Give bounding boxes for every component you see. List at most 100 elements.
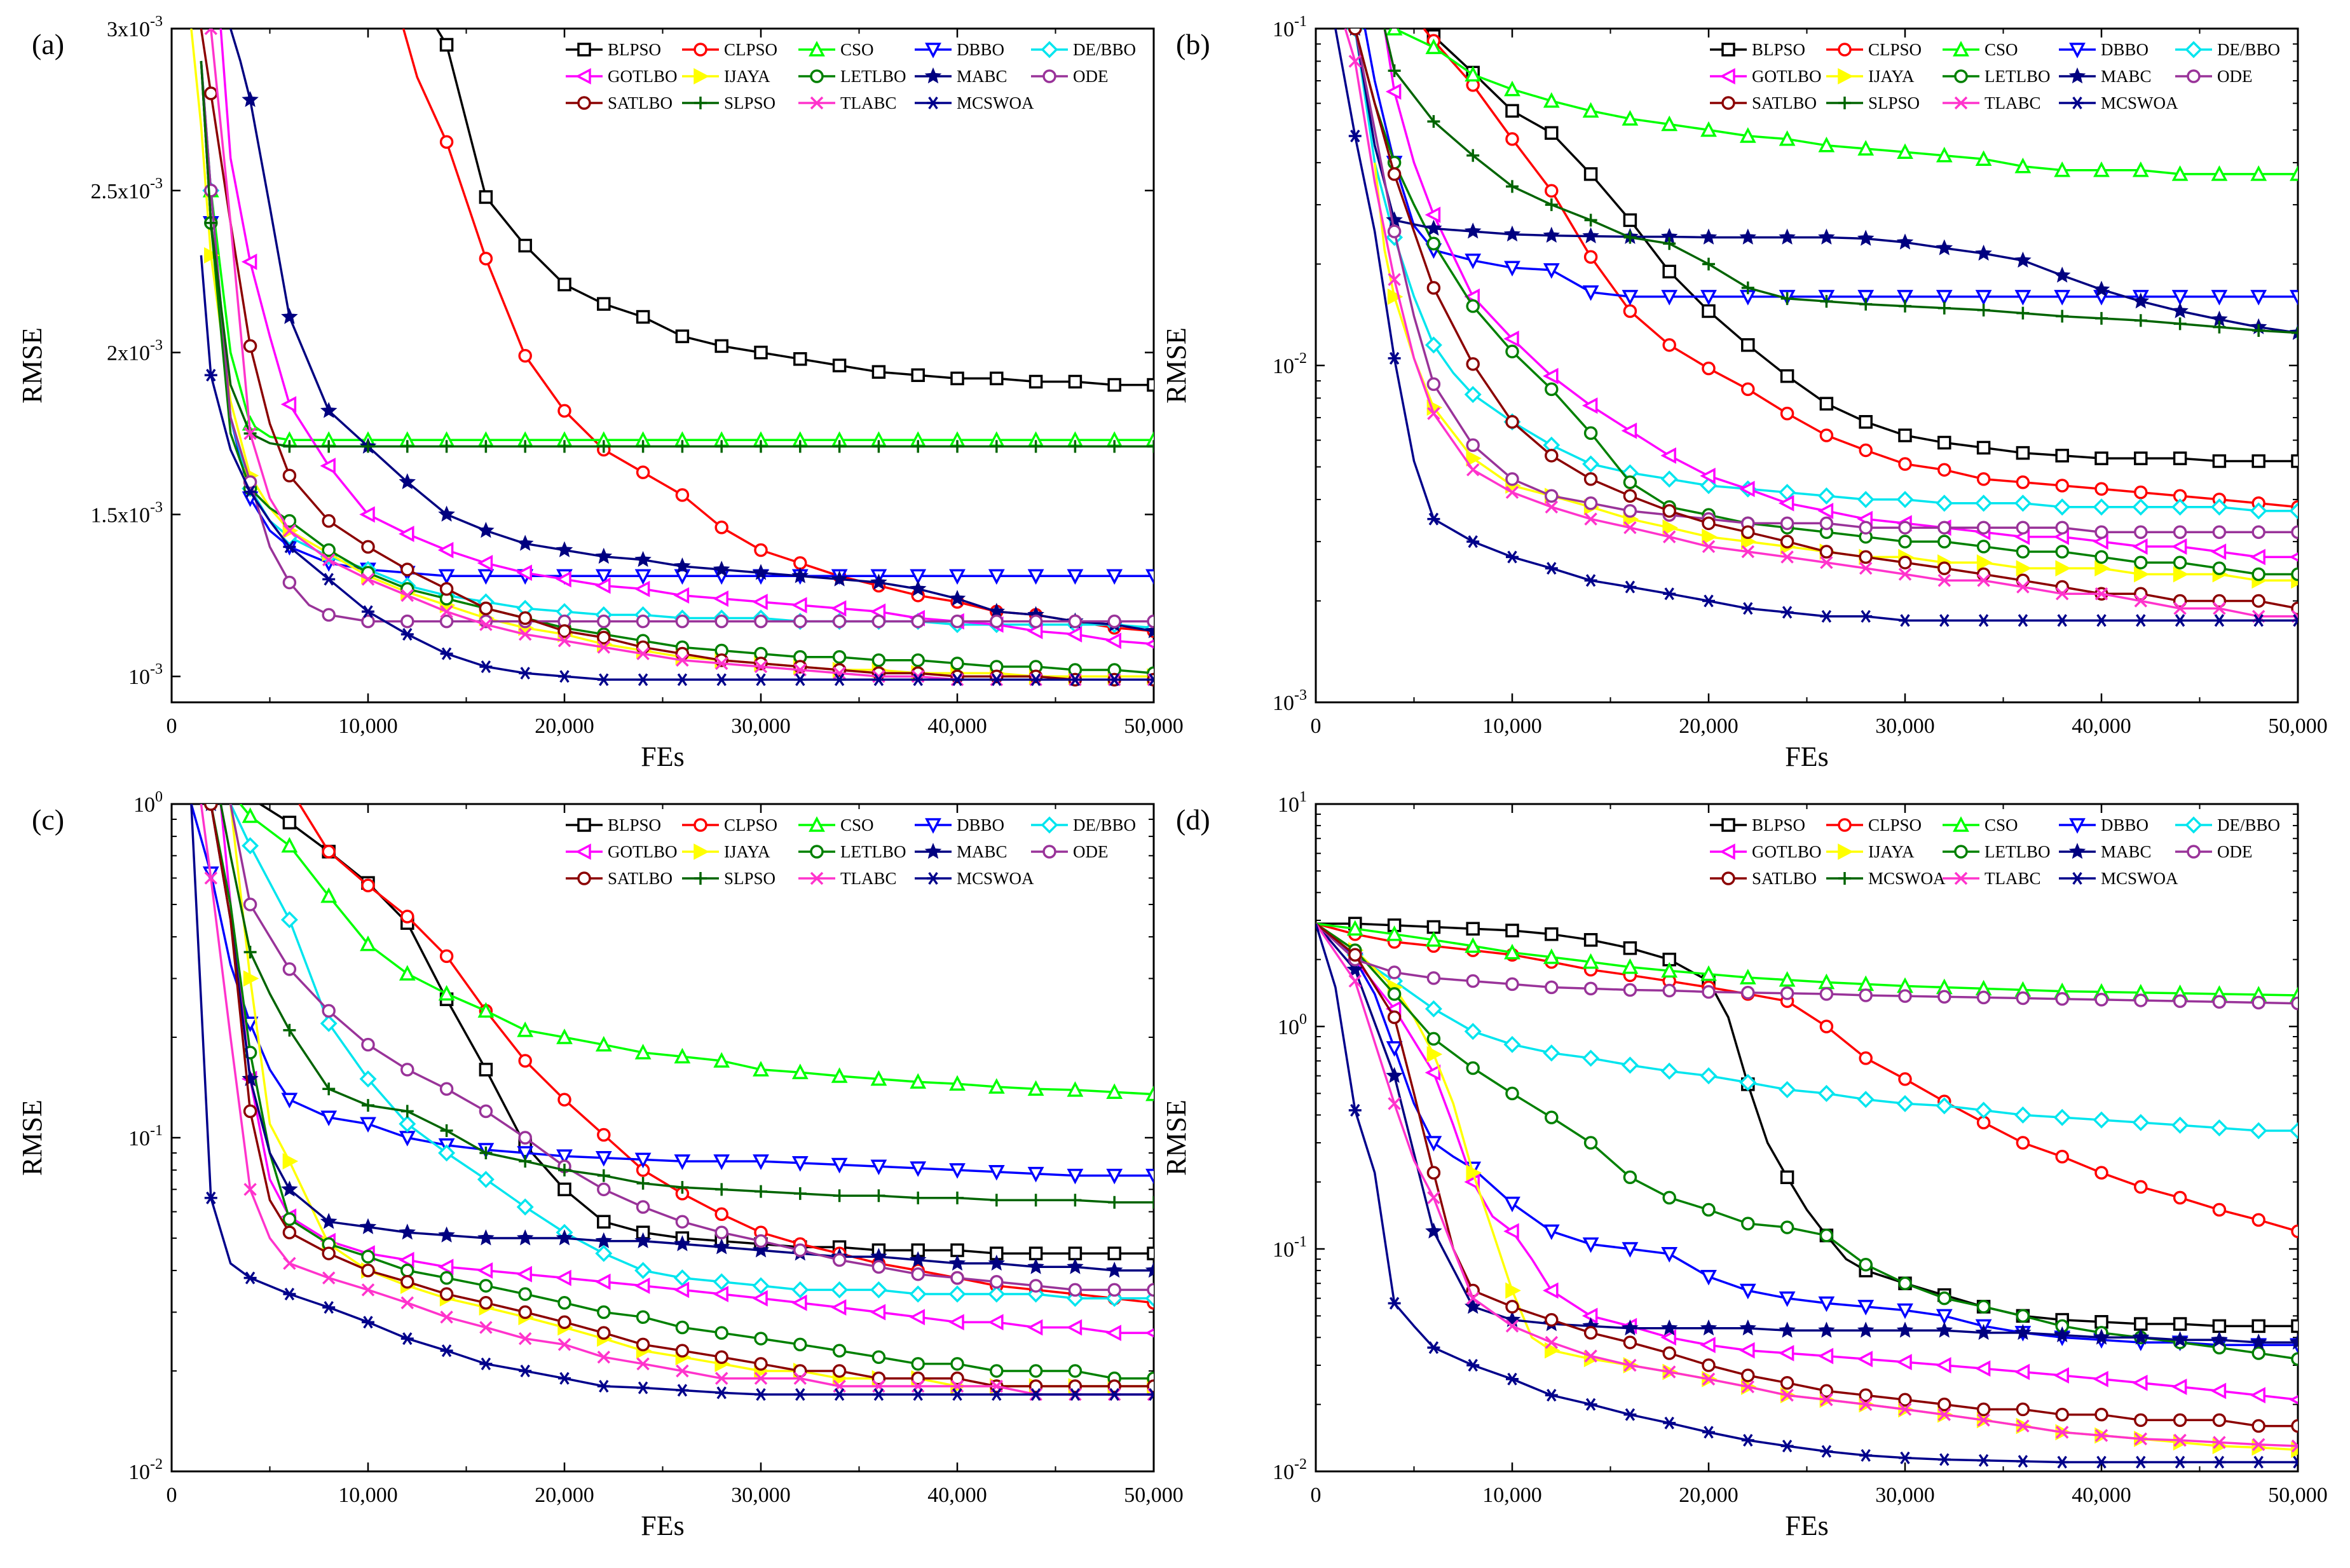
panel-d-legend-entry-ijaya: IJAYA xyxy=(1826,842,1915,861)
panel-b-series-mabc-8-point xyxy=(1582,227,1599,243)
panel-c-series-dbbo-3-point xyxy=(320,1110,338,1126)
panel-d-legend-entry-mcswoa: MCSWOA xyxy=(1826,869,1946,888)
panel-b-series-mcswoa-13-point xyxy=(2292,614,2298,627)
panel-c-series-de-bbo-4-point xyxy=(595,1244,613,1262)
panel-c-legend-entry-ijaya: IJAYA xyxy=(682,842,770,861)
panel-d-series-mabc-8-point xyxy=(2014,1323,2032,1340)
panel-c-series-clpso-1-point xyxy=(400,910,414,924)
panel-b-legend-entry-tlabc: TLABC xyxy=(1943,93,2041,112)
panel-c-series-letlbo-7-point xyxy=(557,1296,571,1310)
panel-c-series-slpso-11-point xyxy=(440,1124,453,1137)
panel-b-series-mcswoa-13-point xyxy=(1466,535,1480,549)
panel-c-series-gotlbo-5-point xyxy=(556,1269,571,1286)
panel-d-legend-marker xyxy=(1721,871,1735,885)
panel-a-series-satlbo-10-point xyxy=(479,601,493,615)
panel-b-series-slpso-11-point xyxy=(2016,306,2030,320)
panel-a-legend-label: SLPSO xyxy=(724,93,775,112)
panel-b-series-satlbo-10-point xyxy=(1937,561,1951,575)
panel-a-series-gotlbo-5-point xyxy=(556,571,571,588)
panel-d-series-mcswoa-13-point xyxy=(1741,1434,1754,1447)
panel-c-series-tlabc-12-point xyxy=(204,871,218,885)
panel-c-series-satlbo-10-point xyxy=(557,1315,571,1329)
panel-c-legend-entry-blpso: BLPSO xyxy=(566,815,661,835)
panel-d-series-de-bbo-4-point xyxy=(1660,1062,1678,1080)
panel-d-series-cso-2-point xyxy=(1504,943,1520,960)
panel-d-series-satlbo-10-point xyxy=(2016,1402,2030,1417)
panel-d-x-axis-title: FEs xyxy=(1785,1510,1828,1541)
panel-a-legend-marker xyxy=(694,97,707,109)
panel-d-series-blpso-0-point xyxy=(1545,927,1559,941)
panel-b-series-slpso-11-point xyxy=(1820,295,1833,308)
panel-b-x-tick-label: 30,000 xyxy=(1875,714,1935,738)
panel-c-legend-entry-clpso: CLPSO xyxy=(682,815,777,835)
panel-d-x-tick-label: 50,000 xyxy=(2268,1483,2328,1507)
panel-a-series-tlabc-12-point xyxy=(361,573,375,586)
panel-c-series-satlbo-10-point xyxy=(282,1225,297,1239)
panel-b-series-gotlbo-5-point xyxy=(2210,543,2227,560)
panel-b-series-letlbo-7-point xyxy=(2016,545,2030,559)
panel-c-series-ode-9-point xyxy=(1107,1283,1121,1297)
panel-d-series-dbbo-3-point xyxy=(1543,1224,1560,1241)
panel-b-series-dbbo-3-point xyxy=(2250,290,2267,306)
panel-a-y-tick-base: 2.5x10 xyxy=(91,180,151,203)
panel-c-series-letlbo-7-point xyxy=(911,1357,925,1371)
panel-b-series-cso-2-point xyxy=(1582,102,1599,118)
panel-c-series-cso-2-point xyxy=(713,1052,730,1068)
panel-b-series-blpso-0-point xyxy=(1898,428,1912,442)
panel-d-series-mcswoa-13-point xyxy=(1506,1372,1519,1386)
panel-a-series-blpso-0-point xyxy=(636,310,650,324)
panel-a-x-axis-title: FEs xyxy=(641,741,684,772)
panel-b-series-dbbo-3-point xyxy=(1897,290,1913,306)
panel-a-series-ode-9-point xyxy=(832,614,847,629)
panel-b-series-cso-2-point xyxy=(2132,161,2149,177)
panel-a-series-ode-9-point xyxy=(282,575,297,590)
panel-c-legend-label: LETLBO xyxy=(840,842,906,861)
panel-b-series-mabc-8-point xyxy=(1936,239,1953,256)
panel-d-series-tlabc-12-point xyxy=(2173,1433,2187,1447)
panel-b-series-mabc-8-point xyxy=(1779,228,1796,245)
panel-a-series-blpso-0-point xyxy=(439,37,454,52)
panel-d-series-de-bbo-4-point xyxy=(1464,1023,1482,1040)
panel-b-series-slpso-11-point xyxy=(1977,303,1990,317)
panel-a-y-tick-label: 1.5x10-3 xyxy=(91,499,163,527)
panel-d-series-dbbo-3-point xyxy=(1779,1291,1796,1307)
panel-b-series-slpso-11-point xyxy=(1545,198,1558,212)
panel-a-series-letlbo-7-point xyxy=(832,650,847,664)
panel-d-series-gotlbo-5-point xyxy=(1660,1329,1676,1346)
panel-c-series-mcswoa-13-point xyxy=(597,1379,610,1393)
panel-b-legend-label: MABC xyxy=(2101,67,2152,86)
panel-b-series-mcswoa-13-line xyxy=(1334,29,2298,622)
panel-c-series-slpso-11-point xyxy=(362,1099,374,1112)
panel-c-series-dbbo-3-point xyxy=(1067,1168,1084,1185)
panel-a-series-blpso-0-point xyxy=(1147,378,1154,392)
panel-b-series-de-bbo-4-point xyxy=(1464,386,1482,404)
panel-b-series-ode-9-point xyxy=(2094,525,2108,540)
panel-d-series-mabc-8-point xyxy=(1975,1323,1992,1340)
panel-a-series-slpso-11-line xyxy=(200,60,1154,448)
panel-a-legend-marker xyxy=(1041,41,1058,58)
panel-b-series-tlabc-12-line xyxy=(1344,29,2298,618)
panel-b-series-ode-9-point xyxy=(1859,521,1873,535)
panel-a-series-gotlbo-5-point xyxy=(280,396,297,413)
panel-c-series-cso-2-point xyxy=(438,985,455,1001)
panel-b-series-clpso-1-point xyxy=(1898,457,1912,471)
panel-c-series-tlabc-12-point xyxy=(597,1350,611,1364)
panel-b-series-ode-9-point xyxy=(2055,521,2069,535)
panel-a-legend-marker xyxy=(927,96,939,110)
panel-c-series-satlbo-10-point xyxy=(439,1287,454,1301)
panel-d-series-letlbo-7-point xyxy=(1898,1276,1912,1290)
panel-b-series-dbbo-3-point xyxy=(1975,290,1992,306)
panel-d-series-ode-9-point xyxy=(1623,983,1637,997)
panel-b-series-letlbo-7-point xyxy=(1545,382,1559,397)
panel-a-series-dbbo-3-point xyxy=(1027,569,1044,585)
panel-b-series-mcswoa-13-point xyxy=(1388,351,1401,365)
panel-d-series-de-bbo-4-point xyxy=(1543,1044,1561,1062)
panel-b-series-ode-9-point xyxy=(1466,438,1480,453)
panel-d-series-clpso-1-point xyxy=(2055,1150,2069,1164)
panel-d-series-gotlbo-5-point xyxy=(1700,1337,1716,1354)
panel-a-y-tick-label: 2.5x10-3 xyxy=(91,175,163,203)
panel-d-series-dbbo-3-point xyxy=(1936,1309,1953,1325)
panel-d-series-tlabc-12-line xyxy=(1316,923,2298,1447)
panel-c-series-slpso-11-point xyxy=(636,1176,650,1190)
panel-a-series-clpso-1-point xyxy=(479,252,493,266)
